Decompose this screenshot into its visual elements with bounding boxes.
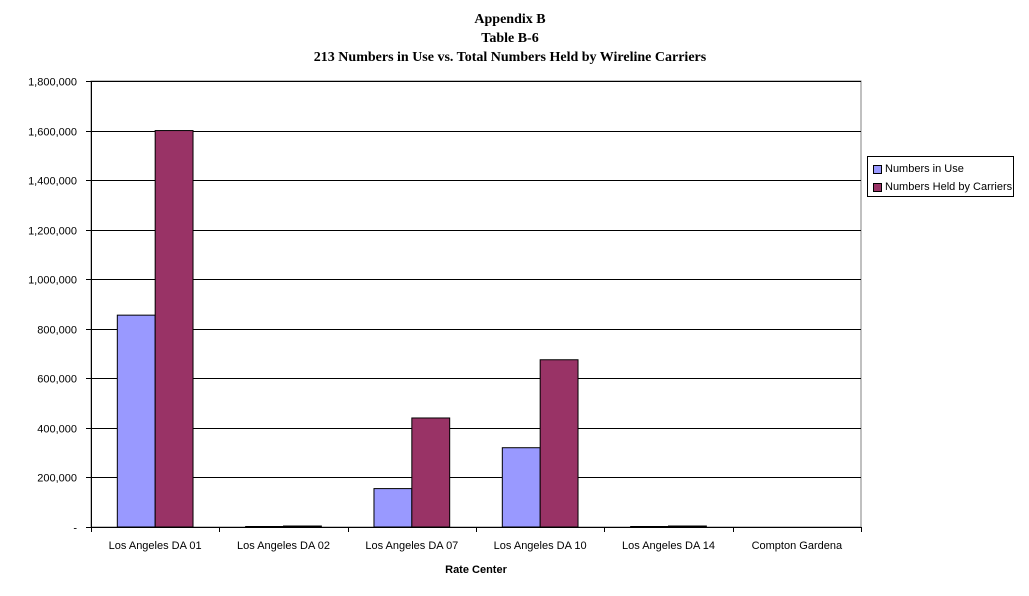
y-tick-label: 1,000,000 xyxy=(28,275,77,287)
x-axis-title: Rate Center xyxy=(445,564,507,576)
gridlines xyxy=(90,80,862,528)
title-line-2: Table B-6 xyxy=(481,31,539,46)
axes: - 200,000 400,000 600,000 800,000 1,000,000 1,… xyxy=(28,77,862,552)
bar-numbers-in-use xyxy=(373,488,413,528)
y-tick-label: 1,200,000 xyxy=(28,226,77,238)
bar-numbers-in-use xyxy=(116,314,156,528)
legend-swatch xyxy=(873,164,882,174)
y-tick-label: 400,000 xyxy=(37,424,77,436)
title-line-1: Appendix B xyxy=(474,12,546,27)
title-line-3: 213 Numbers in Use vs. Total Numbers Hel… xyxy=(313,50,707,65)
plot-area xyxy=(90,80,862,528)
x-tick-label: Compton Gardena xyxy=(752,540,843,552)
legend: Numbers in Use Numbers Held by Carriers xyxy=(867,156,1014,197)
bar-numbers-held xyxy=(668,525,707,528)
bar-numbers-held xyxy=(539,359,579,528)
y-tick-label: - xyxy=(73,523,77,535)
x-tick-label: Los Angeles DA 01 xyxy=(109,540,202,552)
x-tick-label: Los Angeles DA 07 xyxy=(365,540,458,552)
legend-swatch xyxy=(873,182,882,192)
y-tick-label: 1,600,000 xyxy=(28,127,77,139)
bar-numbers-held xyxy=(154,130,194,528)
legend-item-series-1: Numbers in Use xyxy=(868,160,1013,178)
x-tick-label: Los Angeles DA 14 xyxy=(622,540,715,552)
y-tick-label: 800,000 xyxy=(37,325,77,337)
bar-numbers-in-use xyxy=(501,447,541,528)
y-tick-label: 600,000 xyxy=(37,374,77,386)
bars xyxy=(116,130,707,528)
x-tick-label: Los Angeles DA 10 xyxy=(494,540,587,552)
bar-numbers-held xyxy=(283,525,322,528)
bar-numbers-held xyxy=(411,417,451,528)
y-tick-label: 1,800,000 xyxy=(28,77,77,89)
y-tick-label: 1,400,000 xyxy=(28,176,77,188)
x-tick-label: Los Angeles DA 02 xyxy=(237,540,330,552)
legend-label: Numbers Held by Carriers xyxy=(885,181,1013,193)
chart-title-block: Appendix B Table B-6 213 Numbers in Use … xyxy=(90,10,930,67)
legend-item-series-2: Numbers Held by Carriers xyxy=(868,178,1013,196)
legend-label: Numbers in Use xyxy=(885,163,964,175)
y-tick-label: 200,000 xyxy=(37,473,77,485)
